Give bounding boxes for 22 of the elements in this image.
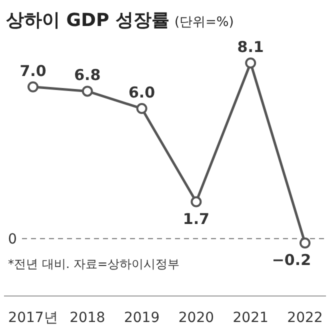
data-label: −0.2: [272, 251, 311, 269]
point: [136, 103, 148, 114]
chart-subtitle: (단위=%): [174, 15, 234, 30]
point: [28, 81, 38, 92]
point: [82, 86, 93, 97]
ref-line-label: 0: [8, 232, 17, 248]
text: *전년 대비. 자료=상하이시정부: [8, 257, 180, 271]
data-label: 7.0: [20, 62, 46, 80]
data-label: 1.7: [182, 210, 210, 228]
point: [300, 238, 310, 248]
x-tick-label: 2020: [178, 310, 214, 326]
chart-title: 상하이 GDP 성장률: [6, 10, 170, 31]
data-label: 8.1: [237, 38, 264, 56]
x-tick-label: 2019: [124, 310, 160, 326]
x-tick-label: 2017년: [8, 310, 58, 326]
x-tick-label: 2021: [232, 310, 268, 326]
data-label: 6.0: [128, 84, 156, 102]
point: [190, 196, 202, 208]
data-label: 6.8: [74, 66, 101, 84]
point: [245, 58, 256, 68]
x-tick-label: 2022: [287, 310, 323, 326]
x-tick-label: 2018: [70, 310, 106, 326]
